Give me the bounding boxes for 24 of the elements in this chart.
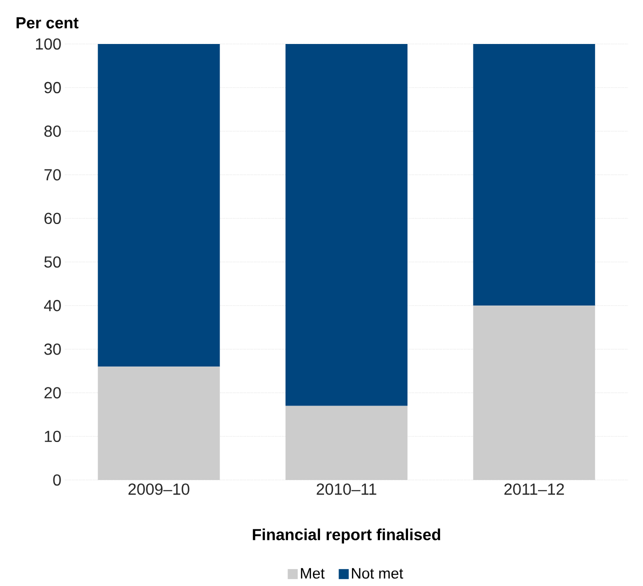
y-tick-label: 10 bbox=[44, 430, 61, 442]
y-tick-label: 20 bbox=[44, 387, 61, 398]
bar bbox=[286, 406, 408, 480]
legend-label: Not met bbox=[352, 568, 404, 579]
y-tick-label: 50 bbox=[44, 256, 61, 268]
y-tick-label: 100 bbox=[36, 38, 61, 50]
y-tick-label: 80 bbox=[44, 126, 61, 137]
legend-label: Met bbox=[300, 568, 325, 579]
y-tick-label: 0 bbox=[53, 474, 61, 486]
y-tick-label: 90 bbox=[44, 82, 61, 94]
bar bbox=[98, 366, 220, 480]
bar bbox=[473, 44, 596, 306]
x-tick-label: 2010–11 bbox=[316, 484, 376, 495]
y-axis-title: Per cent bbox=[16, 17, 78, 28]
y-tick-label: 30 bbox=[44, 344, 61, 355]
bar bbox=[473, 306, 596, 480]
x-tick-label: 2009–10 bbox=[128, 484, 190, 495]
y-tick-label: 40 bbox=[44, 300, 61, 312]
x-axis-title: Financial report finalised bbox=[252, 528, 440, 544]
bar bbox=[98, 44, 220, 367]
y-tick-label: 60 bbox=[44, 212, 61, 224]
y-tick-label: 70 bbox=[44, 169, 61, 180]
bar bbox=[286, 44, 408, 406]
x-tick-label: 2011–12 bbox=[504, 484, 564, 495]
